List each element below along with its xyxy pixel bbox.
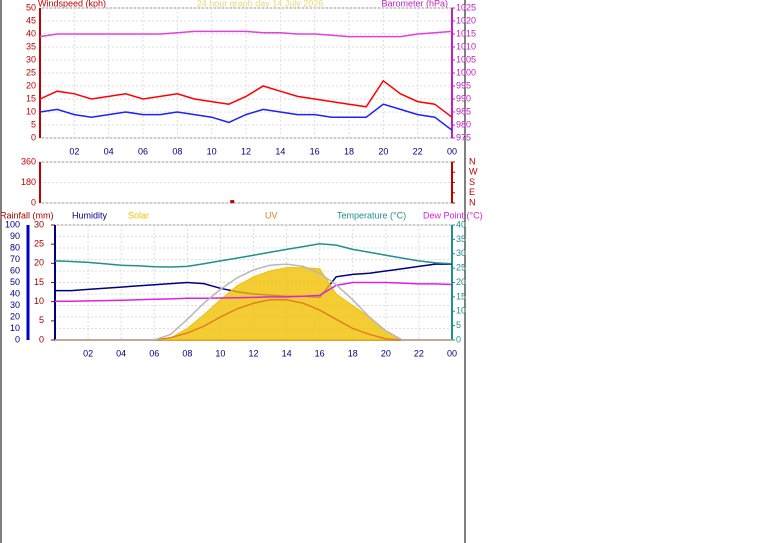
y-tick-label: 45 — [26, 15, 36, 25]
y-tick-label: 10 — [10, 323, 20, 333]
x-tick-label: 10 — [207, 146, 217, 156]
rain-tick-label: 5 — [39, 315, 44, 325]
y2-tick-label: 980 — [456, 119, 471, 129]
x-tick-label: 00 — [447, 348, 457, 358]
y-tick-label: 180 — [21, 177, 36, 187]
legend-label: UV — [265, 210, 278, 220]
rain-tick-label: 0 — [39, 334, 44, 344]
y-axis-label: Windspeed (kph) — [38, 0, 106, 8]
y2-tick-label: 1020 — [456, 15, 476, 25]
x-tick-label: 20 — [381, 348, 391, 358]
y-tick-label: 20 — [26, 80, 36, 90]
y2-tick-label: 995 — [456, 80, 471, 90]
y2-tick-label: 40 — [456, 219, 466, 229]
y2-tick-label: S — [469, 177, 475, 187]
y2-tick-label: 0 — [456, 334, 461, 344]
legend-label: Solar — [128, 210, 149, 220]
y-tick-label: 100 — [5, 219, 20, 229]
y2-tick-label: 1005 — [456, 54, 476, 64]
x-tick-label: 06 — [138, 146, 148, 156]
y2-axis-label: Barometer (hPa) — [381, 0, 448, 8]
y-tick-label: 70 — [10, 254, 20, 264]
y-tick-label: 60 — [10, 265, 20, 275]
legend-label: Humidity — [72, 210, 108, 220]
y-tick-label: 5 — [31, 119, 36, 129]
x-tick-label: 22 — [413, 146, 423, 156]
y-tick-label: 15 — [26, 93, 36, 103]
rain-tick-label: 25 — [34, 239, 44, 249]
y-tick-label: 0 — [31, 197, 36, 207]
line — [39, 103, 453, 131]
x-tick-label: 16 — [315, 348, 325, 358]
y-tick-label: 30 — [26, 54, 36, 64]
chart-title: 24 hour graph day 14 July 2026 — [197, 0, 324, 8]
rain-tick-label: 20 — [34, 258, 44, 268]
x-tick-label: 16 — [310, 146, 320, 156]
rain-tick-label: 15 — [34, 277, 44, 287]
y2-tick-label: 990 — [456, 93, 471, 103]
y2-tick-label: 975 — [456, 132, 471, 142]
x-tick-label: 00 — [447, 146, 457, 156]
x-tick-label: 22 — [414, 348, 424, 358]
y2-tick-label: E — [469, 187, 475, 197]
x-tick-label: 08 — [182, 348, 192, 358]
x-tick-label: 02 — [83, 348, 93, 358]
x-tick-label: 12 — [248, 348, 258, 358]
y2-tick-label: W — [469, 167, 478, 177]
x-tick-label: 02 — [69, 146, 79, 156]
y-tick-label: 40 — [26, 28, 36, 38]
y-tick-label: 90 — [10, 231, 20, 241]
y-tick-label: 0 — [31, 132, 36, 142]
y2-tick-label: 20 — [456, 277, 466, 287]
line — [39, 30, 453, 38]
y-tick-label: 360 — [21, 156, 36, 166]
x-tick-label: 18 — [348, 348, 358, 358]
rain-tick-label: 30 — [34, 219, 44, 229]
y-tick-label: 20 — [10, 311, 20, 321]
y2-tick-label: N — [469, 156, 476, 166]
line — [39, 79, 453, 118]
line — [54, 242, 453, 268]
y2-tick-label: 15 — [456, 291, 466, 301]
y2-tick-label: 30 — [456, 248, 466, 258]
y-tick-label: 50 — [26, 2, 36, 12]
y2-tick-label: 1000 — [456, 67, 476, 77]
x-tick-label: 04 — [116, 348, 126, 358]
y2-tick-label: N — [469, 197, 476, 207]
y-tick-label: 0 — [15, 334, 20, 344]
y-tick-label: 30 — [10, 300, 20, 310]
y2-tick-label: 1015 — [456, 28, 476, 38]
rain-tick-label: 10 — [34, 296, 44, 306]
y-tick-label: 35 — [26, 41, 36, 51]
x-tick-label: 18 — [344, 146, 354, 156]
x-tick-label: 20 — [378, 146, 388, 156]
legend-label: Temperature (°C) — [337, 210, 406, 220]
y2-tick-label: 5 — [456, 320, 461, 330]
line — [55, 263, 452, 341]
y2-tick-label: 35 — [456, 234, 466, 244]
y2-tick-label: 25 — [456, 263, 466, 273]
y-tick-label: 80 — [10, 242, 20, 252]
x-tick-label: 14 — [275, 146, 285, 156]
y2-tick-label: 10 — [456, 306, 466, 316]
legend-label: Rainfall (mm) — [0, 210, 54, 220]
y2-tick-label: 985 — [456, 106, 471, 116]
line — [55, 281, 453, 302]
y-tick-label: 40 — [10, 288, 20, 298]
x-tick-label: 12 — [241, 146, 251, 156]
x-tick-label: 08 — [172, 146, 182, 156]
y-tick-label: 10 — [26, 106, 36, 116]
point — [230, 200, 235, 204]
legend-label: Dew Point (°C) — [423, 210, 483, 220]
x-tick-label: 10 — [215, 348, 225, 358]
x-tick-label: 14 — [282, 348, 292, 358]
y2-tick-label: 1025 — [456, 2, 476, 12]
y-tick-label: 25 — [26, 67, 36, 77]
y-tick-label: 50 — [10, 277, 20, 287]
y2-tick-label: 1010 — [456, 41, 476, 51]
x-tick-label: 04 — [104, 146, 114, 156]
x-tick-label: 06 — [149, 348, 159, 358]
